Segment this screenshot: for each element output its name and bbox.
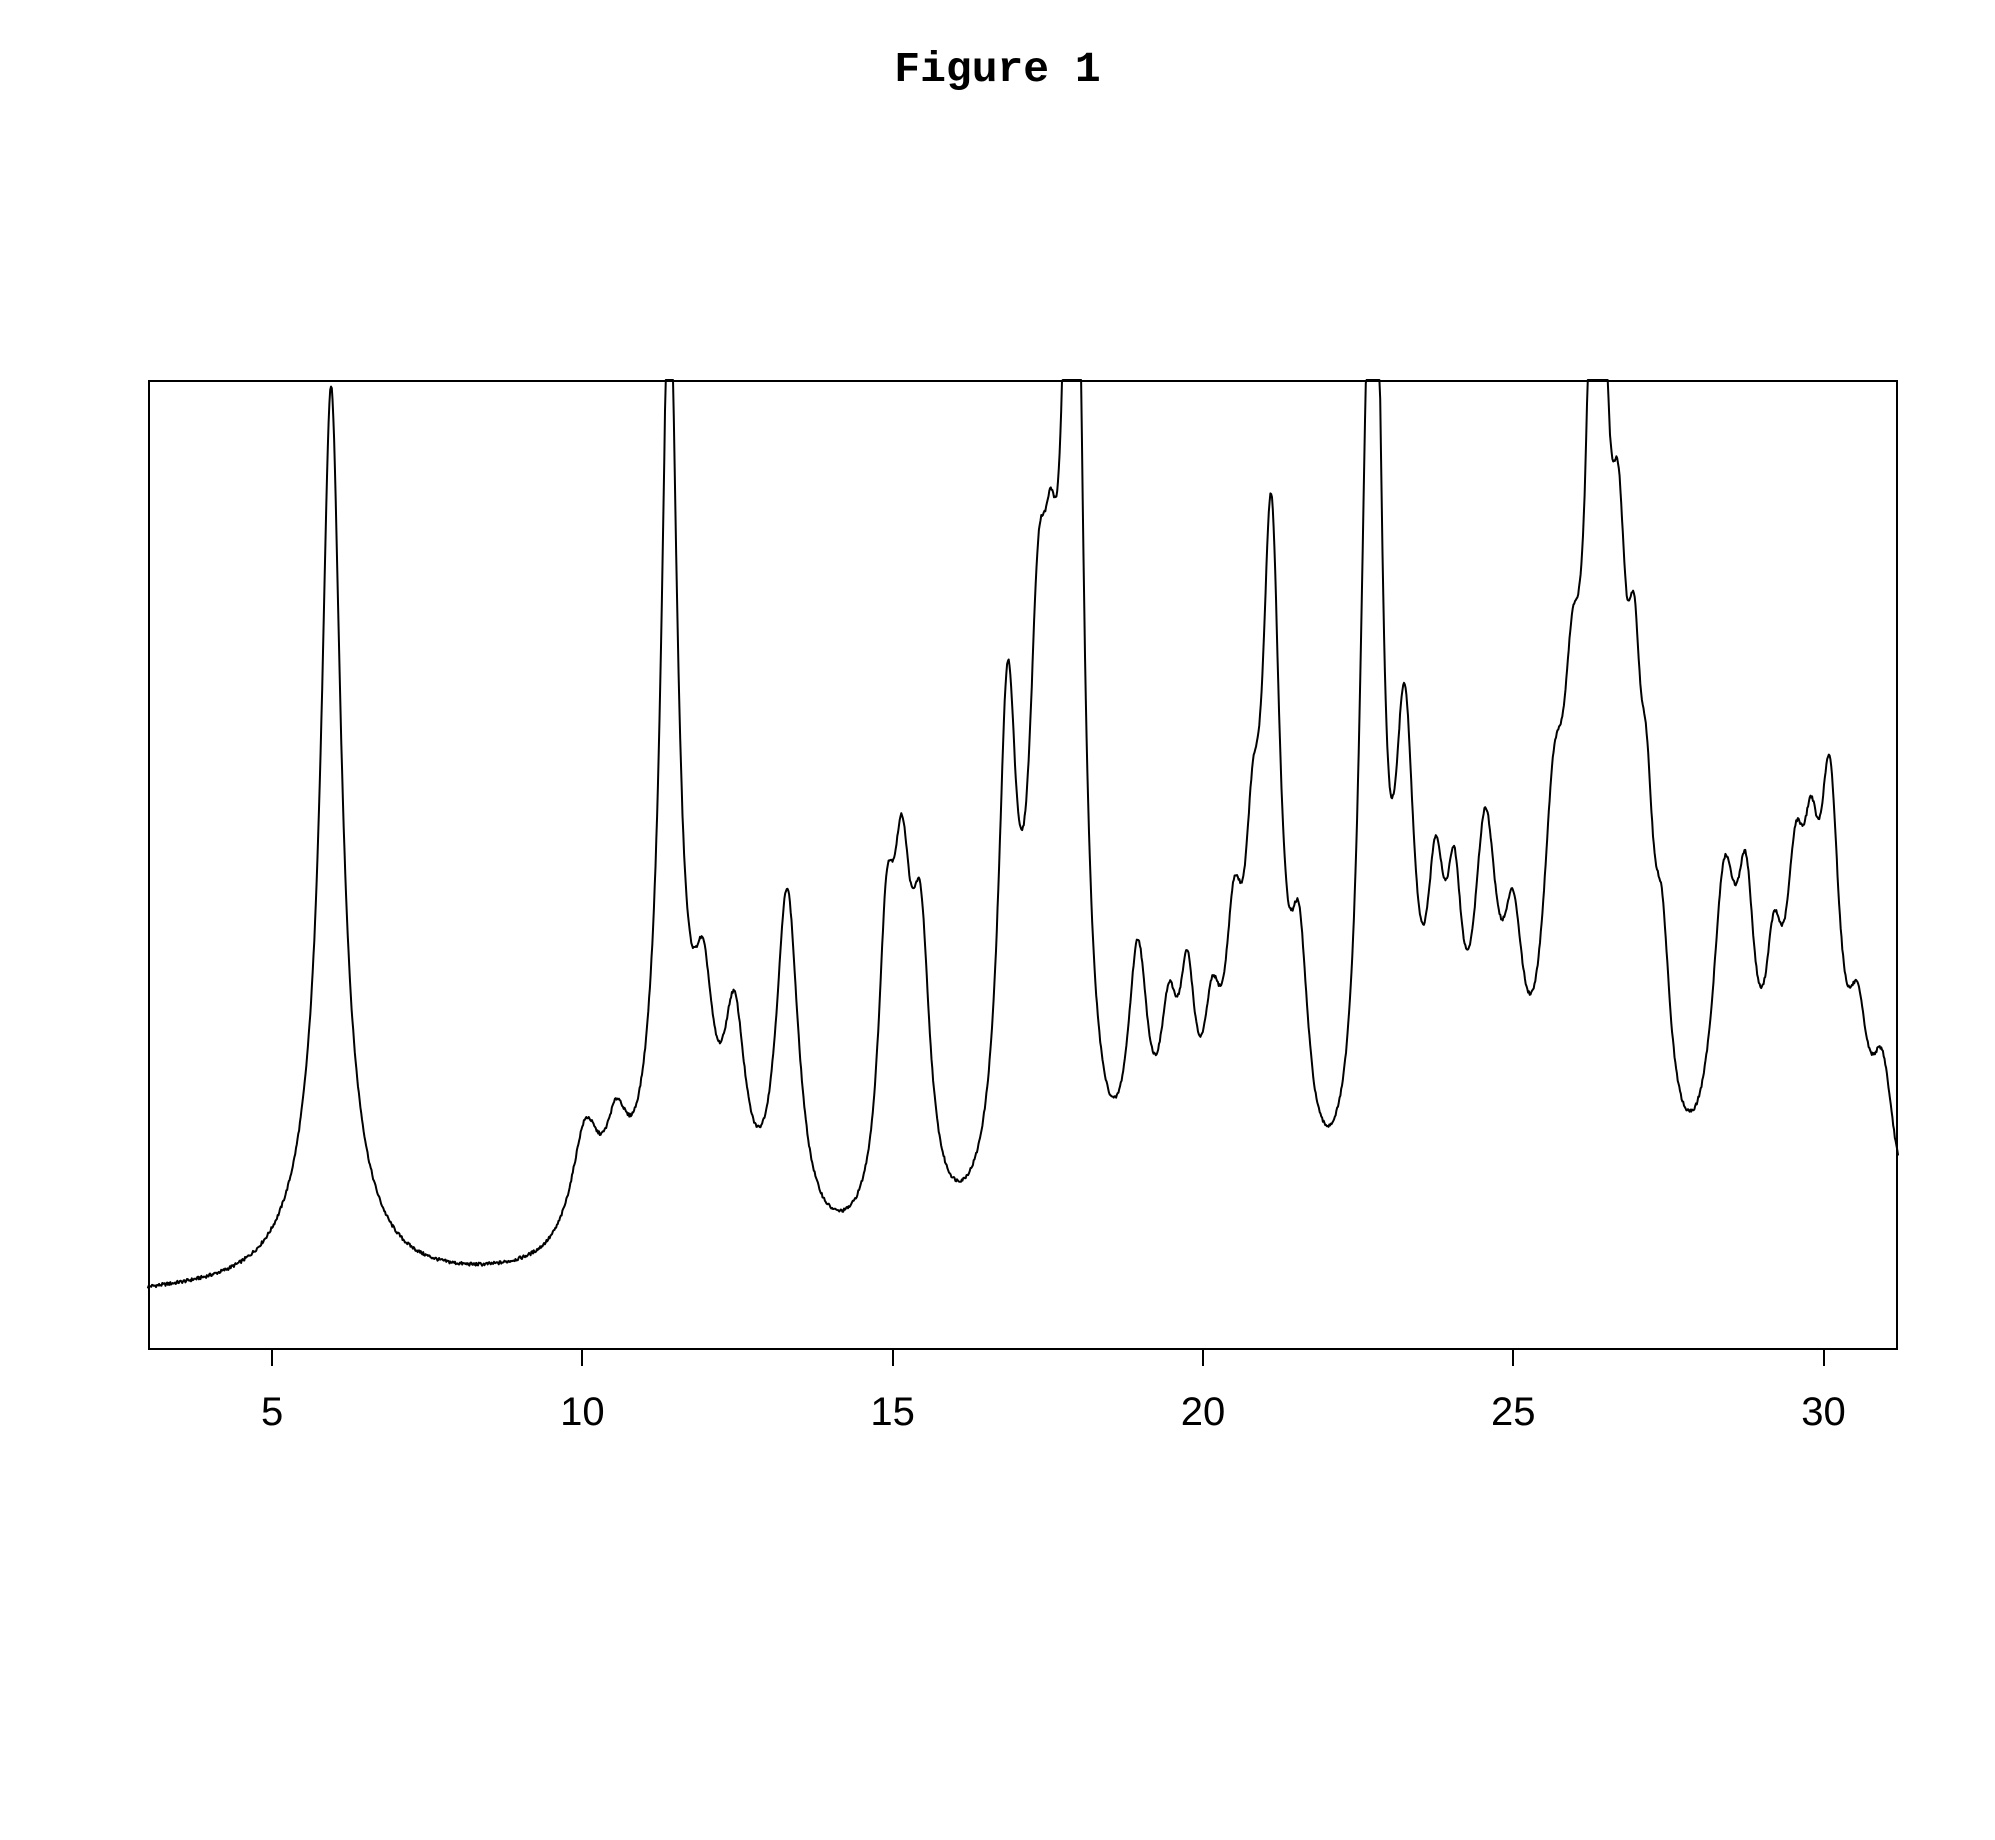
- x-tick-label: 25: [1491, 1390, 1536, 1435]
- x-tick: [892, 1350, 894, 1366]
- x-tick: [1202, 1350, 1204, 1366]
- x-tick-label: 5: [261, 1390, 283, 1435]
- xrd-spectrum-line: [0, 0, 1995, 1840]
- x-tick-label: 10: [560, 1390, 605, 1435]
- x-tick-label: 30: [1801, 1390, 1846, 1435]
- x-tick: [271, 1350, 273, 1366]
- x-tick: [581, 1350, 583, 1366]
- x-tick: [1823, 1350, 1825, 1366]
- spectrum-path: [148, 380, 1898, 1288]
- page: { "figure": { "title": "Figure 1", "titl…: [0, 0, 1995, 1840]
- x-tick: [1512, 1350, 1514, 1366]
- x-tick-label: 20: [1181, 1390, 1226, 1435]
- x-tick-label: 15: [870, 1390, 915, 1435]
